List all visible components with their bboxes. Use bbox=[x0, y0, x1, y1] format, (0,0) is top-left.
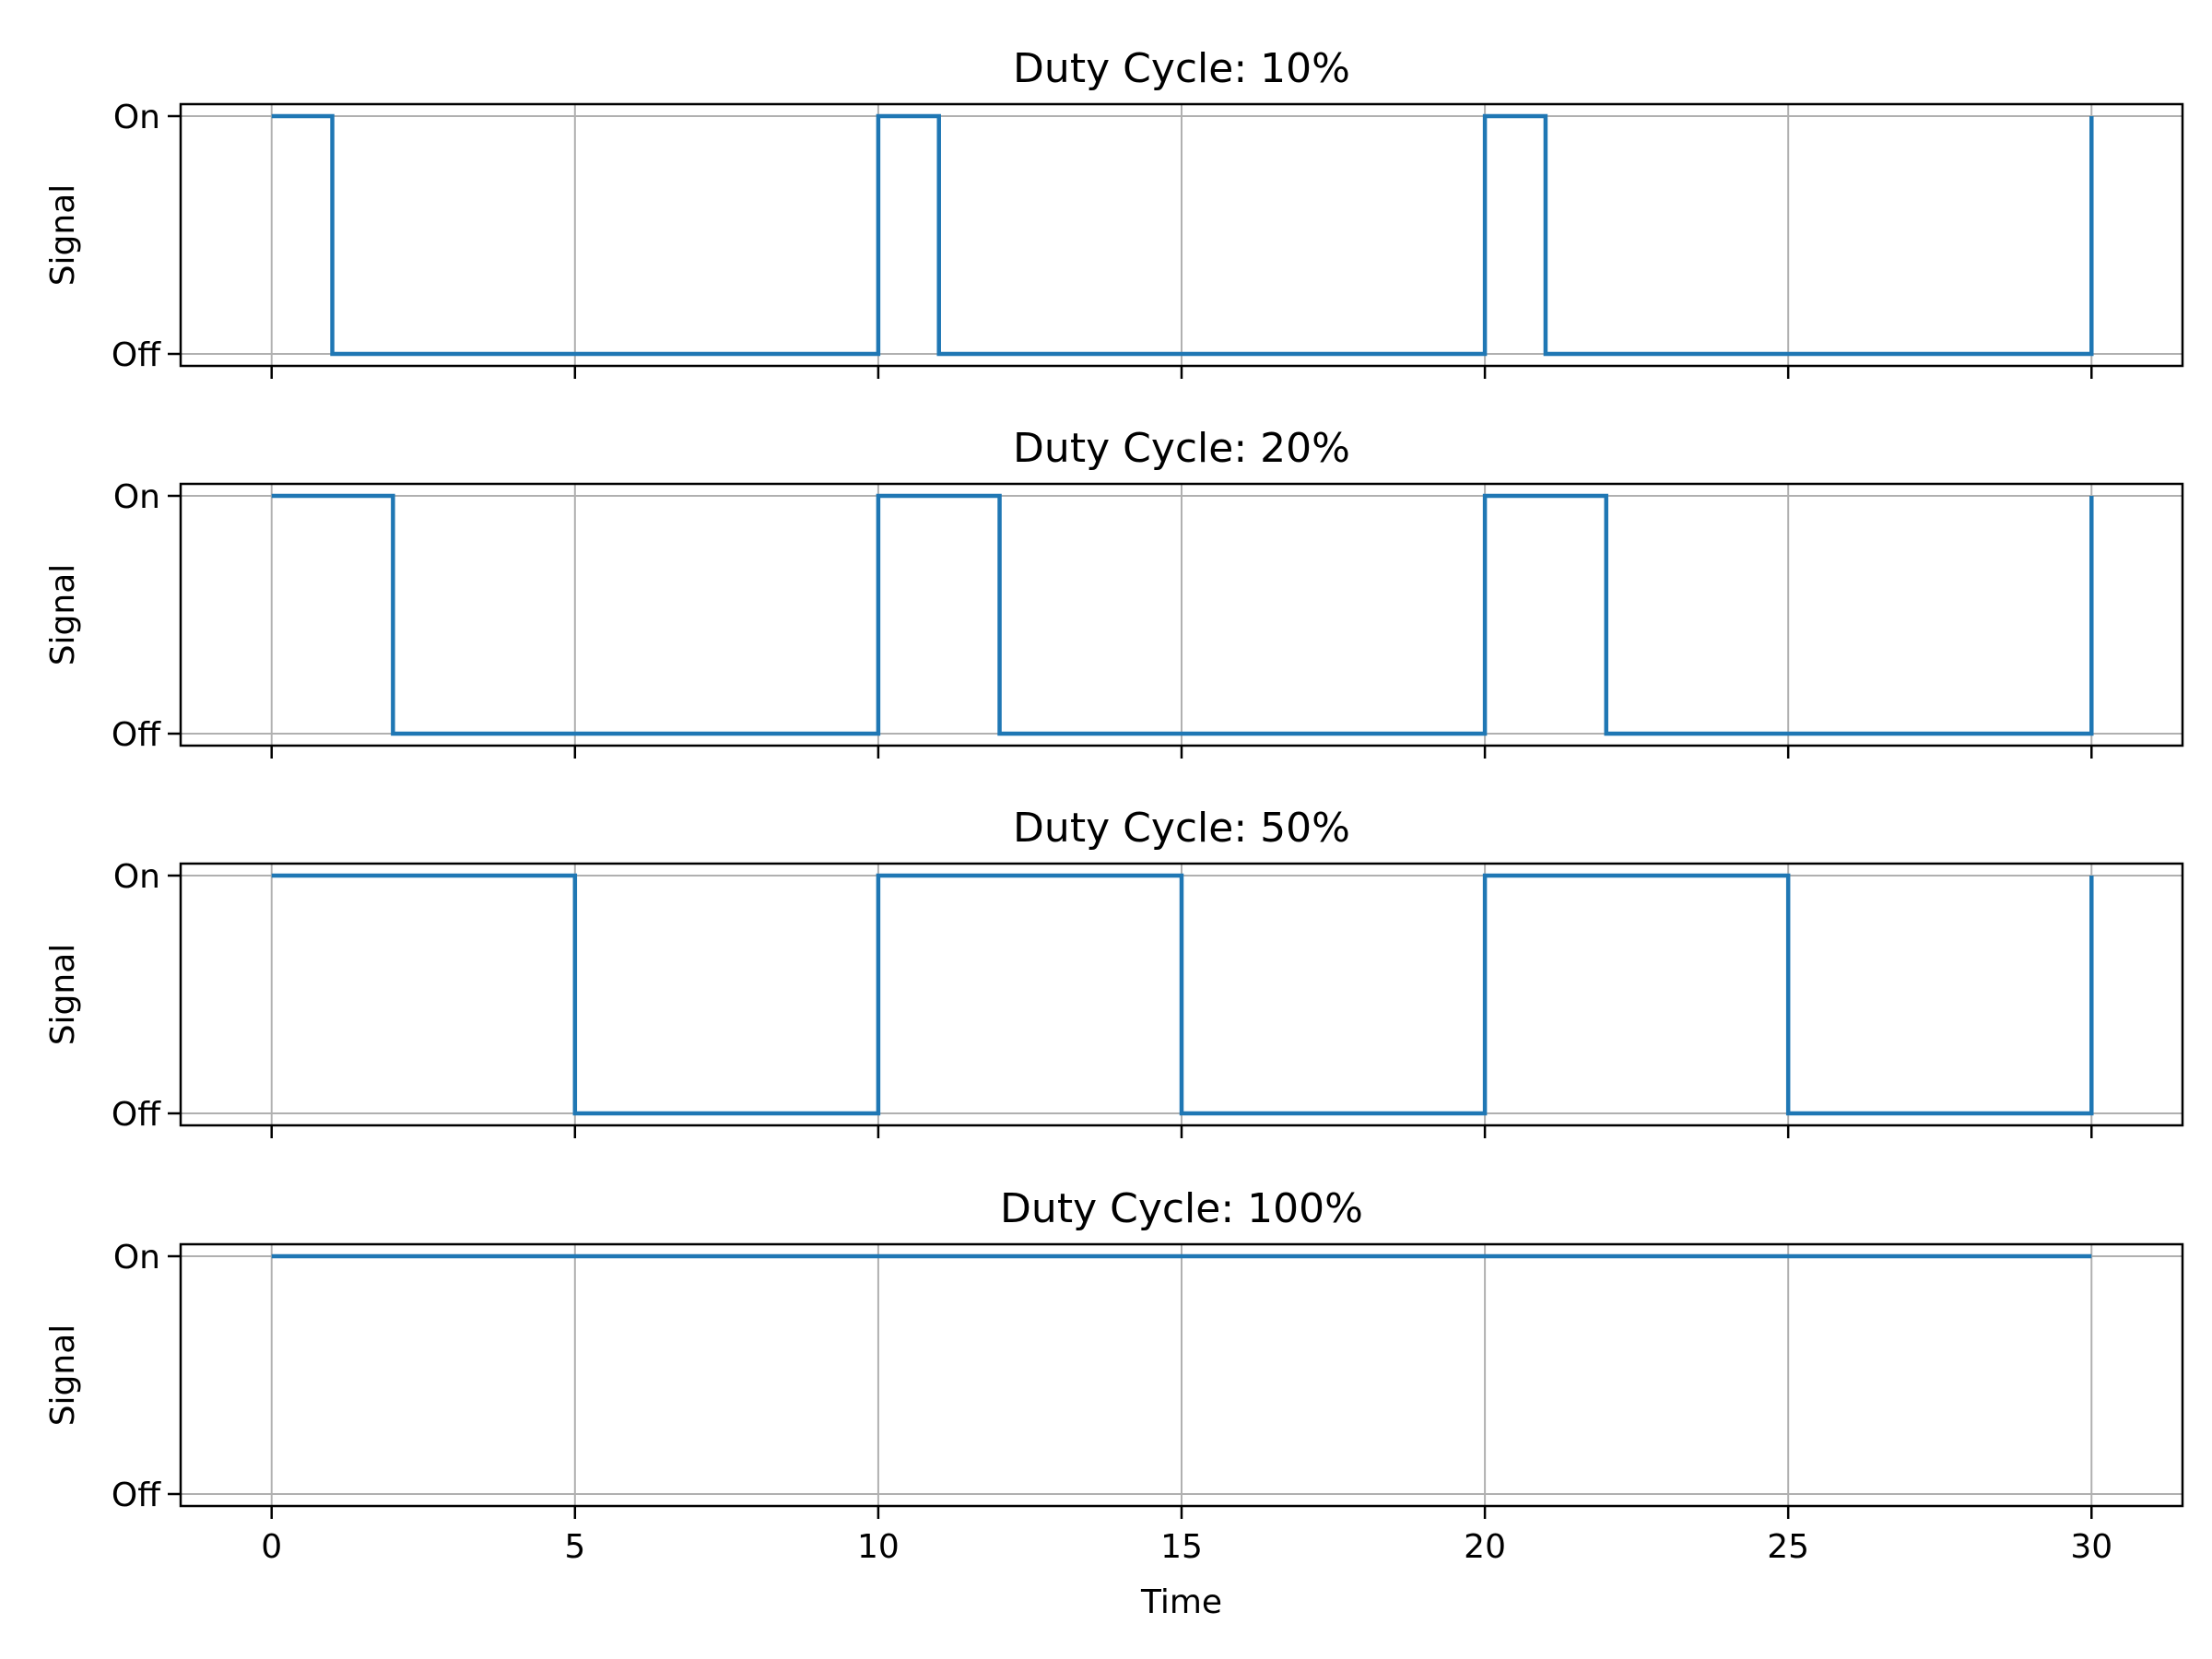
signal-line bbox=[271, 113, 2094, 357]
x-tick-label: 30 bbox=[2070, 1528, 2112, 1566]
y-axis-label: Signal bbox=[44, 184, 82, 287]
y-tick-label: On bbox=[113, 1239, 160, 1277]
y-axis-label: Signal bbox=[44, 564, 82, 666]
x-tick-label: 20 bbox=[1464, 1528, 1506, 1566]
y-tick-label: Off bbox=[112, 1477, 161, 1514]
subplot-title: Duty Cycle: 20% bbox=[1013, 425, 1350, 472]
signal-line bbox=[271, 493, 2094, 736]
subplot-title: Duty Cycle: 50% bbox=[1013, 805, 1350, 852]
y-tick-label: On bbox=[113, 99, 160, 136]
y-tick-label: On bbox=[113, 858, 160, 896]
x-tick-label: 5 bbox=[564, 1528, 585, 1566]
subplot-1: Off On Duty Cycle: 10% Signal bbox=[44, 45, 2184, 379]
y-tick-label: On bbox=[113, 478, 160, 516]
y-tick-label: Off bbox=[112, 1096, 161, 1134]
subplot-title: Duty Cycle: 10% bbox=[1013, 45, 1350, 92]
x-tick-label: 10 bbox=[857, 1528, 900, 1566]
x-tick-label: 25 bbox=[1767, 1528, 1809, 1566]
x-tick-label: 15 bbox=[1160, 1528, 1203, 1566]
subplot-2: Off On Duty Cycle: 20% Signal bbox=[44, 425, 2184, 759]
y-tick-label: Off bbox=[112, 336, 161, 374]
y-tick-label: Off bbox=[112, 716, 161, 754]
subplot-title: Duty Cycle: 100% bbox=[1000, 1185, 1363, 1232]
subplot-3: Off On Duty Cycle: 50% Signal bbox=[44, 805, 2184, 1138]
y-axis-label: Signal bbox=[44, 944, 82, 1046]
signal-line bbox=[271, 873, 2094, 1116]
x-axis-label: Time bbox=[1140, 1583, 1222, 1621]
y-axis-label: Signal bbox=[44, 1324, 82, 1427]
x-tick-label: 0 bbox=[261, 1528, 282, 1566]
subplot-4: 0 5 10 15 20 25 30 Off On Duty Cycle: 100% Signal T… bbox=[44, 1185, 2184, 1621]
